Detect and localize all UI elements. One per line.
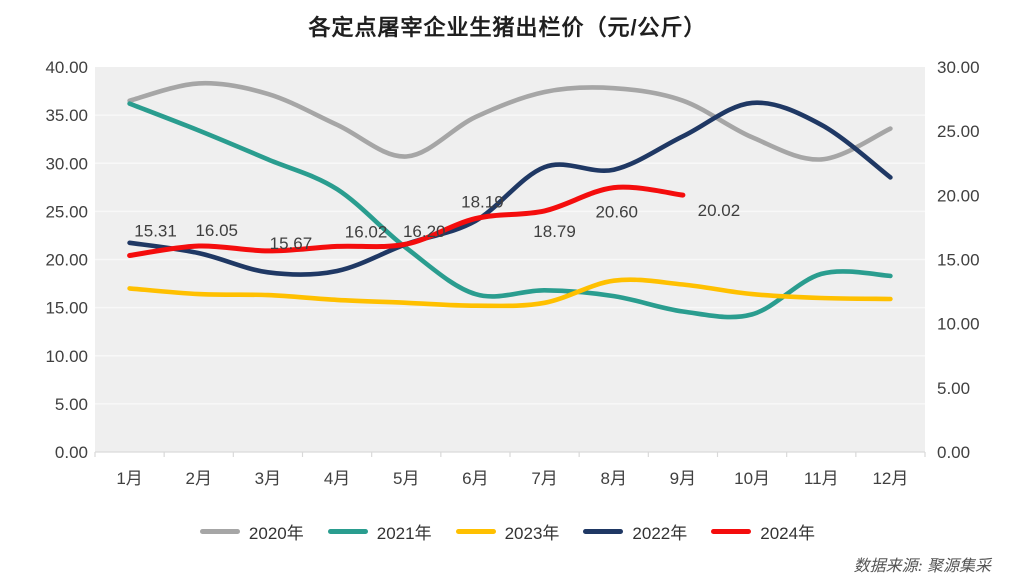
x-axis-label: 2月 (186, 469, 212, 488)
legend-label: 2023年 (504, 524, 560, 543)
chart-legend: 2020年 2021年 2023年 2022年 2024年 (0, 519, 1015, 544)
y-axis-left-tick-label: 30.00 (45, 154, 88, 173)
legend-item-2020年: 2020年 (199, 519, 304, 544)
x-axis-label: 4月 (324, 469, 350, 488)
x-axis-label: 12月 (872, 469, 908, 488)
data-label: 18.79 (533, 222, 576, 241)
data-label: 16.02 (345, 222, 388, 241)
y-axis-left-tick-label: 0.00 (55, 443, 88, 462)
y-axis-right-tick-label: 25.00 (937, 122, 980, 141)
x-axis-label: 9月 (670, 469, 696, 488)
x-axis-label: 6月 (462, 469, 488, 488)
x-axis-label: 10月 (734, 469, 770, 488)
y-axis-left-tick-label: 40.00 (45, 58, 88, 77)
y-axis-left-tick-label: 15.00 (45, 299, 88, 318)
legend-item-2023年: 2023年 (455, 519, 560, 544)
series-line-2023年 (127, 277, 893, 309)
data-source-note: 数据来源: 聚源集采 (853, 558, 991, 575)
y-axis-right-tick-label: 0.00 (937, 443, 970, 462)
series-line-2020年 (127, 80, 893, 162)
data-label: 15.31 (134, 222, 177, 241)
x-axis-label: 7月 (531, 469, 557, 488)
legend-label: 2020年 (248, 524, 304, 543)
legend-label: 2021年 (376, 524, 432, 543)
legend-swatch (327, 529, 368, 534)
data-label: 20.02 (698, 201, 741, 220)
y-axis-left-tick-label: 25.00 (45, 202, 88, 221)
x-axis-label: 1月 (116, 469, 142, 488)
legend-swatch (199, 529, 240, 534)
y-axis-left-tick-label: 35.00 (45, 106, 88, 125)
series-line-2024年 (127, 184, 686, 258)
legend-item-2022年: 2022年 (583, 519, 687, 544)
y-axis-left-tick-label: 20.00 (45, 251, 88, 270)
y-axis-right-tick-label: 20.00 (937, 186, 980, 205)
legend-item-2024年: 2024年 (711, 519, 815, 544)
y-axis-right-tick-label: 15.00 (937, 251, 980, 270)
series-line-2022年 (127, 100, 893, 277)
y-axis-right-tick-label: 5.00 (937, 379, 970, 398)
data-label: 15.67 (270, 234, 313, 253)
legend-swatch (455, 529, 496, 534)
y-axis-left-tick-label: 5.00 (55, 395, 88, 414)
x-axis-label: 8月 (601, 469, 627, 488)
data-label: 20.60 (595, 203, 638, 222)
legend-swatch (711, 529, 752, 534)
legend-item-2021年: 2021年 (327, 519, 432, 544)
series-line-2021年 (127, 101, 893, 320)
y-axis-left-tick-label: 10.00 (45, 347, 88, 366)
data-label: 16.20 (403, 222, 446, 241)
legend-swatch (583, 529, 624, 534)
y-axis-right-tick-label: 10.00 (937, 315, 980, 334)
x-axis-label: 5月 (393, 469, 419, 488)
legend-label: 2022年 (632, 524, 688, 543)
chart-title: 各定点屠宰企业生猪出栏价（元/公斤） (308, 15, 707, 40)
data-label: 18.19 (461, 193, 504, 212)
x-axis-label: 3月 (255, 469, 281, 488)
x-axis-label: 11月 (804, 469, 839, 488)
data-label: 16.05 (195, 221, 238, 240)
legend-label: 2024年 (760, 524, 816, 543)
y-axis-right-tick-label: 30.00 (937, 58, 980, 77)
